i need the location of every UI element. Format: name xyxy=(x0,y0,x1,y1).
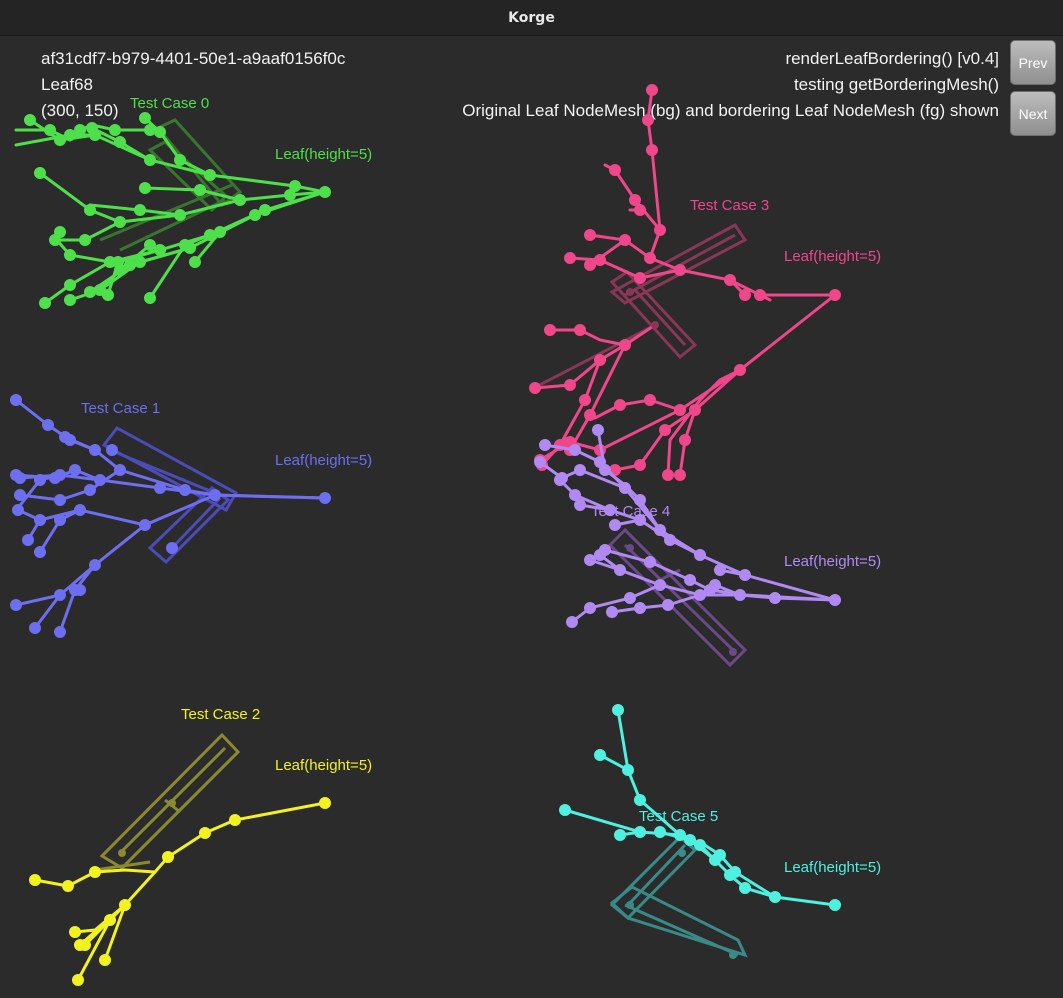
test-case-2-bordering-box xyxy=(94,732,241,872)
info-panel-left: af31cdf7-b979-4401-50e1-a9aaf0156f0c Lea… xyxy=(41,46,345,124)
leaf-name-text: Leaf68 xyxy=(41,75,93,94)
test-case-2-branches xyxy=(29,797,331,986)
test-case-0-branches xyxy=(14,112,331,309)
test-case-4-bordering-box xyxy=(607,527,748,668)
test-case-4-leaf-label: Leaf(height=5) xyxy=(784,553,881,570)
test-case-3-branches xyxy=(529,84,841,481)
function-text: renderLeafBordering() [v0.4] xyxy=(785,49,999,68)
test-case-1-leaf-label: Leaf(height=5) xyxy=(275,452,372,469)
test-case-1-label: Test Case 1 xyxy=(81,400,160,417)
test-case-2-label: Test Case 2 xyxy=(181,706,260,723)
window-title: Korge xyxy=(508,9,555,26)
testing-text: testing getBorderingMesh() xyxy=(793,75,999,94)
next-button[interactable]: Next xyxy=(1010,91,1056,136)
test-case-4-branches xyxy=(534,424,841,628)
test-case-3-bordering-box xyxy=(529,223,748,392)
test-case-4-label: Test Case 4 xyxy=(591,503,670,520)
test-case-4-mesh xyxy=(534,424,841,668)
info-panel-right: renderLeafBordering() [v0.4] testing get… xyxy=(462,46,999,124)
test-case-1-mesh xyxy=(10,394,331,638)
test-case-5-label: Test Case 5 xyxy=(639,808,718,825)
test-case-2-leaf-label: Leaf(height=5) xyxy=(275,757,372,774)
test-case-3-mesh xyxy=(529,84,841,481)
test-case-1-branches xyxy=(10,394,331,638)
prev-button[interactable]: Prev xyxy=(1010,40,1056,85)
test-case-2-mesh xyxy=(29,732,331,986)
uuid-text: af31cdf7-b979-4401-50e1-a9aaf0156f0c xyxy=(41,49,346,68)
test-case-0-label: Test Case 0 xyxy=(130,95,209,112)
test-case-0-leaf-label: Leaf(height=5) xyxy=(275,146,372,163)
test-case-3-leaf-label: Leaf(height=5) xyxy=(784,248,881,265)
test-case-0-mesh xyxy=(14,112,331,309)
test-case-5-mesh xyxy=(559,704,841,959)
description-text: Original Leaf NodeMesh (bg) and borderin… xyxy=(462,101,999,120)
test-case-3-label: Test Case 3 xyxy=(690,197,769,214)
coords-text: (300, 150) xyxy=(41,101,119,120)
test-case-5-leaf-label: Leaf(height=5) xyxy=(784,859,881,876)
test-case-5-branches xyxy=(559,704,841,911)
test-case-5-bordering-box xyxy=(609,834,748,958)
title-bar: Korge xyxy=(0,0,1063,36)
